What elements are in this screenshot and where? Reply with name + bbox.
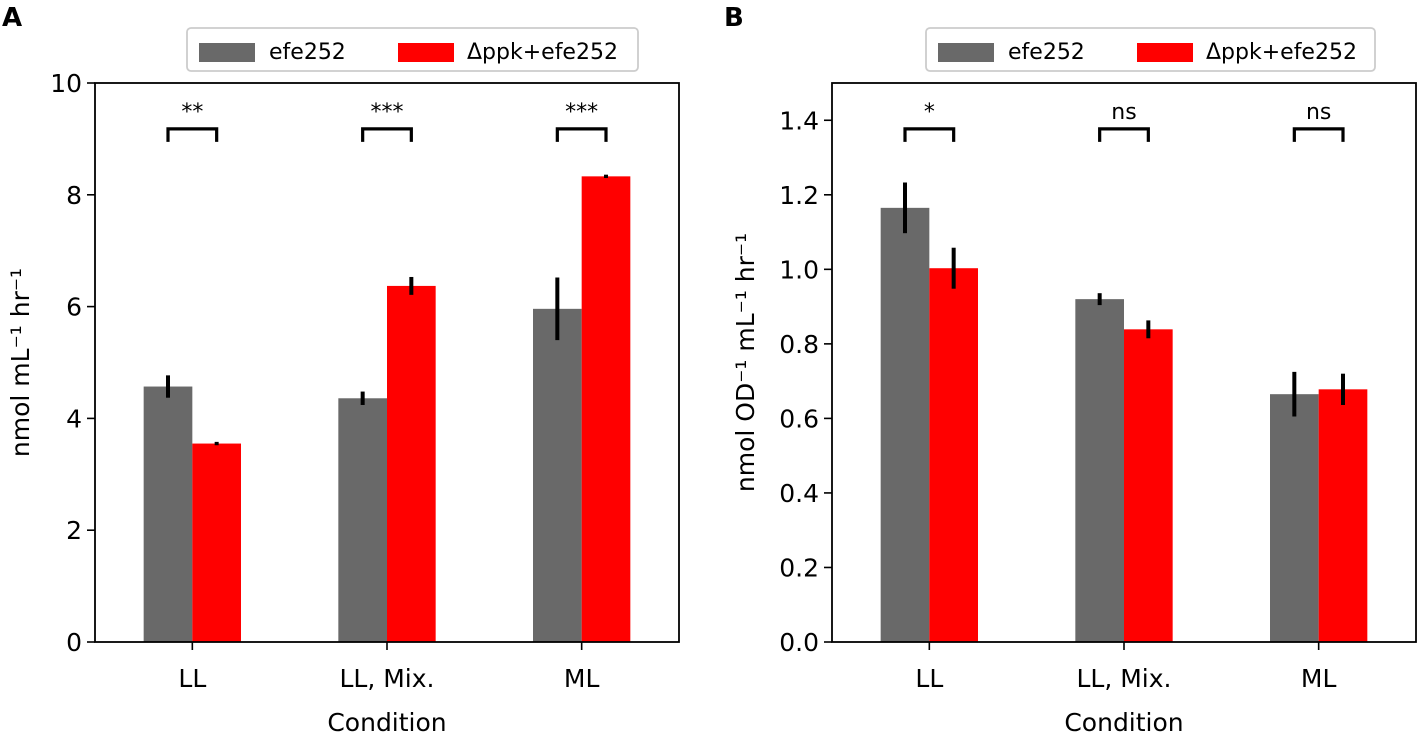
significance-bracket: [555, 127, 608, 142]
legend: efe252 Δppk+efe252: [186, 27, 639, 72]
bar-efe252-2: [533, 308, 582, 642]
significance-label: ***: [565, 100, 598, 125]
legend: efe252 Δppk+efe252: [925, 27, 1376, 72]
legend-swatch-efe252: [938, 43, 994, 62]
significance-bracket: [361, 127, 413, 142]
bar-dppk-efe252-2: [581, 176, 631, 642]
y-tick-label: 1.4: [779, 106, 819, 135]
x-tick-label: LL, Mix.: [339, 664, 434, 693]
x-axis-label: Condition: [327, 708, 446, 732]
bar-efe252-2: [1270, 394, 1319, 642]
bar-dppk-efe252-1: [1124, 329, 1173, 642]
significance-label: **: [181, 100, 203, 125]
bar-efe252-1: [1075, 299, 1124, 642]
y-tick-label: 0.8: [779, 330, 819, 359]
x-tick-label: LL: [178, 664, 206, 693]
legend-label-efe252: efe252: [269, 40, 346, 65]
significance-label: ***: [371, 100, 404, 125]
bar-dppk-efe252-2: [1318, 389, 1368, 642]
significance-bracket: [166, 127, 219, 142]
legend-swatch-dppk-efe252: [398, 43, 454, 62]
y-tick-label: 0: [66, 628, 82, 657]
bar-efe252-0: [880, 207, 930, 643]
legend-swatch-efe252: [199, 43, 255, 62]
panel-label: A: [2, 3, 22, 33]
x-tick-label: LL, Mix.: [1076, 664, 1171, 693]
x-axis-label: Condition: [1064, 708, 1183, 732]
significance-bracket: [903, 127, 956, 142]
bar-efe252-0: [143, 386, 193, 642]
bar-efe252-1: [338, 398, 387, 642]
legend-swatch-dppk-efe252: [1137, 43, 1193, 62]
significance-label: ns: [1306, 100, 1331, 125]
y-tick-label: 0.0: [779, 628, 819, 657]
significance-bracket: [1292, 127, 1345, 142]
y-tick-label: 10: [50, 69, 82, 98]
y-tick-label: 0.2: [779, 553, 819, 582]
legend-label-efe252: efe252: [1008, 40, 1085, 65]
x-tick-label: ML: [1301, 664, 1337, 693]
y-tick-label: 4: [66, 404, 82, 433]
panel-label: B: [724, 3, 744, 33]
x-tick-label: ML: [564, 664, 600, 693]
y-axis-label: nmol OD⁻¹ mL⁻¹ hr⁻¹: [731, 233, 760, 492]
y-tick-label: 8: [66, 181, 82, 210]
bar-dppk-efe252-1: [387, 285, 436, 642]
y-axis-label: nmol mL⁻¹ hr⁻¹: [6, 268, 35, 457]
y-tick-label: 6: [66, 293, 82, 322]
x-tick-label: LL: [915, 664, 943, 693]
y-tick-label: 1.2: [779, 181, 819, 210]
y-tick-label: 0.4: [779, 479, 819, 508]
y-tick-label: 0.6: [779, 404, 819, 433]
significance-bracket: [1098, 127, 1150, 142]
bar-dppk-efe252-0: [192, 443, 241, 642]
y-tick-label: 1.0: [779, 255, 819, 284]
legend-label-dppk-efe252: Δppk+efe252: [1206, 40, 1357, 65]
significance-label: ns: [1111, 100, 1136, 125]
chart-panel-a: A 0 2 4 6 8 10 LL LL, Mix. ML Condition nmol mL⁻¹ h…: [2, 3, 680, 732]
significance-label: *: [924, 100, 935, 125]
legend-label-dppk-efe252: Δppk+efe252: [467, 40, 618, 65]
bar-dppk-efe252-0: [929, 268, 978, 642]
y-tick-label: 2: [66, 516, 82, 545]
chart-panel-b: B 0.0 0.2 0.4 0.6 0.8 1.0 1.2 1.4 LL LL, Mix. ML Con…: [724, 3, 1417, 732]
